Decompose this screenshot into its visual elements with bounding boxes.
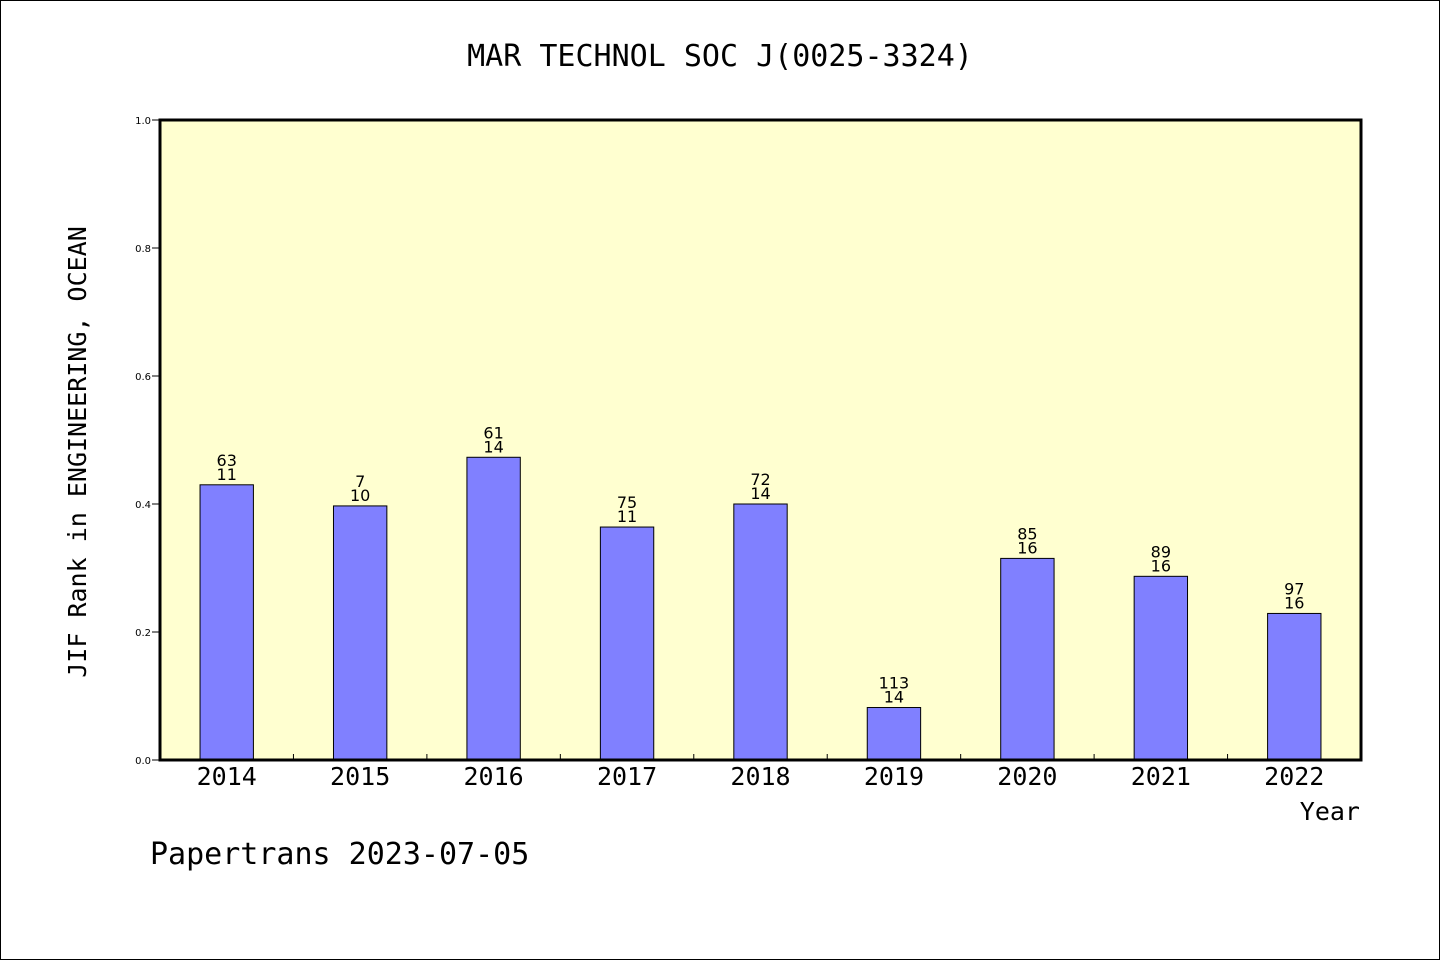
x-axis: 2014 2015 2016 2017 2018 2019 2020 2021 2022 xyxy=(197,754,1324,791)
x-tick-label: 2020 xyxy=(997,762,1057,791)
bar-label-top: 61 xyxy=(483,423,503,442)
bar xyxy=(332,505,388,761)
bar xyxy=(599,526,655,761)
bar-label-bottom: 16 xyxy=(1017,538,1037,557)
bar-label-bottom: 11 xyxy=(617,507,637,526)
y-tick-label: 0.0 xyxy=(135,756,151,767)
x-tick-label: 2015 xyxy=(330,762,390,791)
bar-label-bottom: 16 xyxy=(1151,556,1171,575)
x-tick-label: 2018 xyxy=(730,762,790,791)
bar xyxy=(1133,575,1189,761)
y-tick-label: 0.8 xyxy=(135,244,151,255)
bar-label-top: 63 xyxy=(217,451,237,470)
x-tick-label: 2016 xyxy=(464,762,524,791)
bar xyxy=(733,503,788,761)
y-tick-label: 0.2 xyxy=(135,628,151,639)
bar xyxy=(466,456,521,761)
x-tick-label: 2017 xyxy=(597,762,657,791)
bar-label-top: 7 xyxy=(355,472,365,491)
bar-label-bottom: 14 xyxy=(884,688,904,707)
bar-label-top: 113 xyxy=(879,674,910,693)
y-axis-label: JIF Rank in ENGINEERING, OCEAN xyxy=(63,226,92,678)
bar-label-bottom: 11 xyxy=(217,465,237,484)
bar-label-top: 75 xyxy=(617,493,637,512)
x-tick-label: 2021 xyxy=(1131,762,1191,791)
y-tick-label: 1.0 xyxy=(135,116,151,127)
bar-label-bottom: 10 xyxy=(350,486,370,505)
x-axis-label: Year xyxy=(1300,797,1360,826)
y-tick-label: 0.4 xyxy=(135,500,151,511)
bar-label-bottom: 16 xyxy=(1284,593,1304,612)
bar xyxy=(1000,557,1055,761)
bar xyxy=(1267,612,1322,761)
x-tick-label: 2019 xyxy=(864,762,924,791)
y-tick-label: 0.6 xyxy=(135,372,151,383)
footer-credit: Papertrans 2023-07-05 xyxy=(150,837,529,872)
plot-border xyxy=(158,118,1363,762)
bar-label-bottom: 14 xyxy=(483,437,503,456)
bar-label-top: 85 xyxy=(1017,524,1037,543)
bar-label-top: 89 xyxy=(1151,542,1171,561)
bar-label-top: 72 xyxy=(750,470,770,489)
bar-label-top: 97 xyxy=(1284,579,1304,598)
bar-label-bottom: 14 xyxy=(750,484,770,503)
bar xyxy=(866,707,922,761)
y-axis: 0.0 0.2 0.4 0.6 0.8 1.0 xyxy=(135,116,160,767)
bar xyxy=(199,484,254,761)
x-tick-label: 2014 xyxy=(197,762,257,791)
x-tick-label: 2022 xyxy=(1264,762,1324,791)
chart-title: MAR TECHNOL SOC J(0025-3324) xyxy=(467,39,973,74)
